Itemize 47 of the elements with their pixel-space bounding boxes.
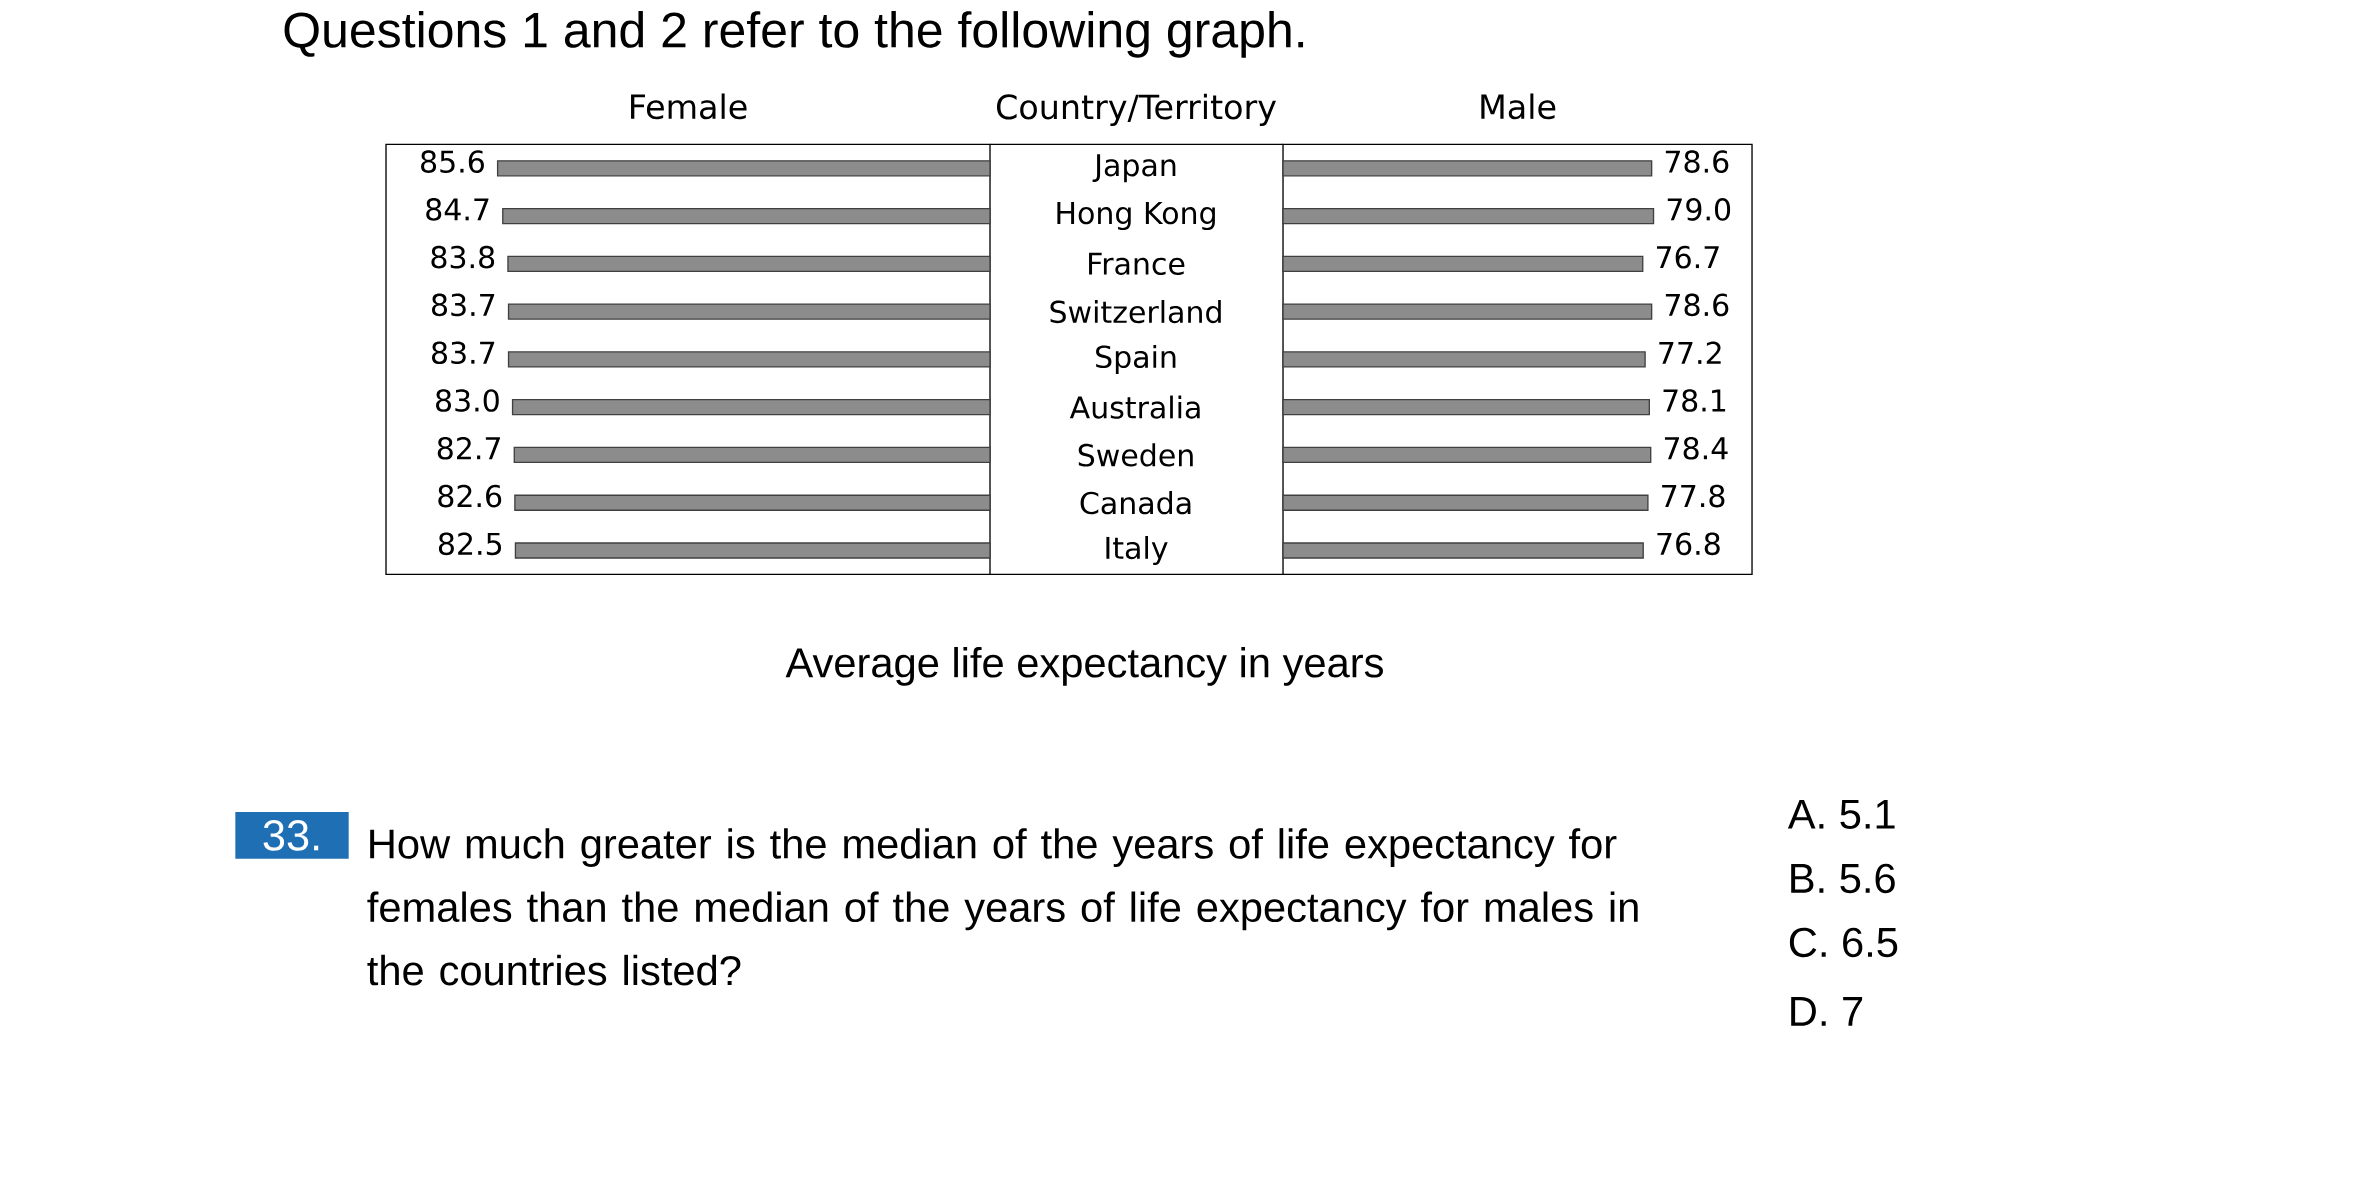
y-tick-label: Sweden [1078,443,1193,467]
text: A. 5.1 [1787,799,1895,829]
data-label: 83.7 [432,293,495,317]
data-label: 77.2 [1659,341,1721,364]
text: Questions 1 and 2 refer to the following graph. [284,10,1304,58]
data-label: 83.7 [432,341,495,364]
y-tick-label: Hong Kong [1057,201,1215,230]
y-tick-label: Spain [1096,344,1176,374]
y-tick-label: Japan [1092,154,1176,183]
data-label: 78.1 [1663,388,1726,412]
data-label: 82.5 [438,532,502,555]
data-label: 82.7 [437,436,500,460]
data-label: 78.6 [1665,293,1729,317]
chart-title: Male [1481,93,1556,120]
data-label: 76.7 [1656,245,1719,269]
data-label: 76.8 [1657,532,1720,555]
bar [507,303,991,320]
text: B. 5.6 [1791,863,1895,893]
y-tick-label: Canada [1080,490,1191,515]
data-label: 84.7 [426,197,489,221]
bar [496,159,991,177]
y-tick-label: France [1089,252,1185,275]
text: Average life expectancy in years [785,646,1383,686]
y-tick-label: Australia [1069,395,1200,419]
bar [502,207,991,225]
text: How much greater is the median of the years of life expectancy for females than the median of the years of life expectancy for males in the countries listed? [367,827,1638,986]
data-label: 79.0 [1667,197,1731,221]
data-label: 85.6 [421,150,484,173]
bar [513,446,991,463]
data-label: 82.6 [438,484,502,508]
data-label: 83.8 [431,245,495,269]
text: 33. [263,819,319,851]
chart-title: Female [631,93,747,120]
y-tick-label: Switzerland [1050,299,1221,324]
data-label: 78.4 [1664,436,1728,460]
text: D. 7 [1791,996,1863,1026]
data-label: 83.0 [436,388,499,412]
y-axis-title: Country/Territory [996,93,1276,126]
data-label: 77.8 [1662,484,1725,508]
bar [514,542,991,559]
bar [507,351,991,368]
y-tick-label: Italy [1106,535,1168,565]
text: C. 6.5 [1789,927,1898,957]
bar [507,255,991,272]
data-label: 78.6 [1665,150,1729,173]
bar [511,398,991,416]
bar [514,494,991,511]
